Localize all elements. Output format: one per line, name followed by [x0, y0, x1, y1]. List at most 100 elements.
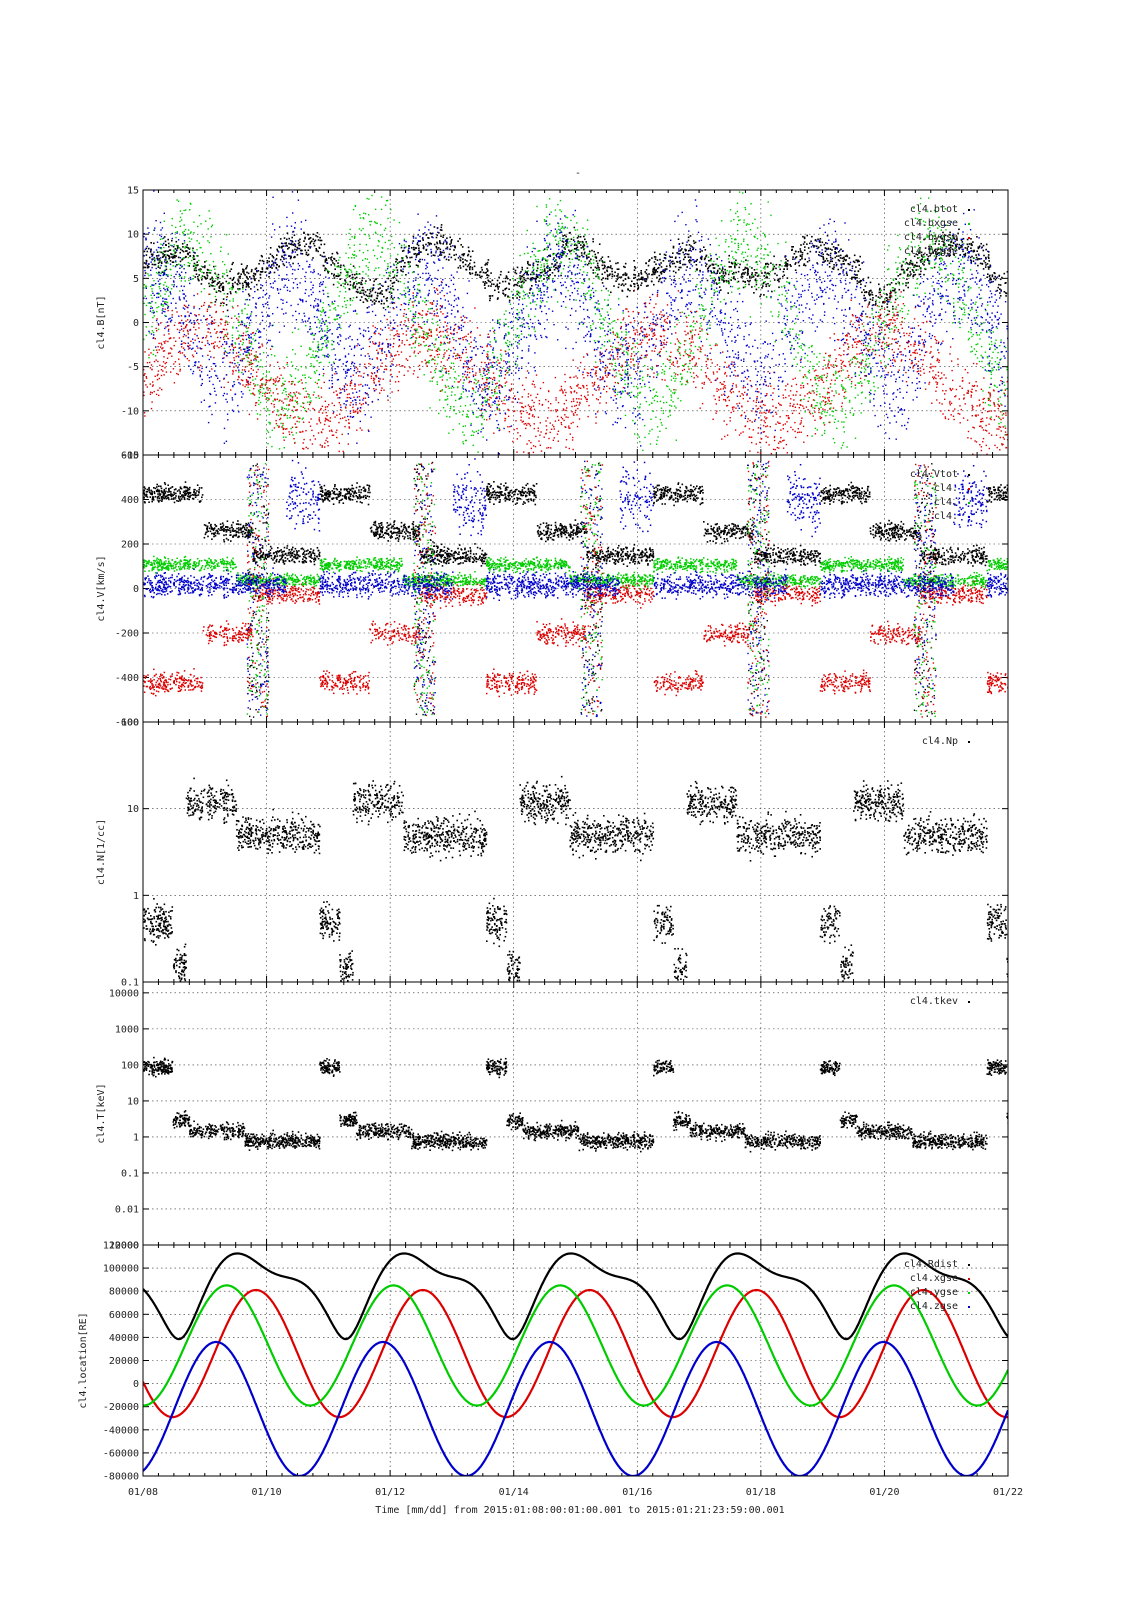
data-point	[250, 270, 253, 273]
data-point	[689, 362, 691, 365]
data-point	[976, 236, 978, 238]
data-point	[350, 269, 352, 271]
data-point	[524, 271, 527, 274]
data-point	[760, 293, 762, 296]
data-point	[786, 301, 788, 303]
data-point	[286, 245, 288, 247]
data-point	[719, 272, 721, 274]
data-point	[583, 294, 585, 297]
data-point	[685, 383, 687, 386]
data-point	[218, 286, 220, 288]
data-point	[496, 409, 499, 411]
data-point	[692, 240, 695, 242]
data-point	[835, 392, 837, 394]
data-point	[958, 298, 960, 300]
data-point	[453, 409, 455, 412]
data-point	[834, 252, 837, 255]
data-point	[616, 268, 619, 270]
data-point	[708, 265, 711, 268]
data-point	[155, 255, 158, 257]
data-point	[885, 325, 887, 327]
data-point	[292, 244, 295, 246]
data-point	[575, 247, 578, 250]
data-point	[643, 336, 646, 339]
data-point	[442, 367, 444, 369]
data-point	[604, 271, 606, 274]
data-point	[794, 263, 796, 265]
data-point	[842, 386, 844, 389]
data-point	[225, 269, 228, 271]
data-point	[378, 274, 381, 276]
data-point	[922, 262, 924, 265]
data-point	[800, 399, 802, 401]
data-point	[543, 219, 546, 221]
data-point	[465, 416, 468, 418]
data-point	[536, 270, 538, 272]
data-point	[897, 234, 899, 237]
data-point	[336, 251, 338, 254]
data-point	[963, 303, 965, 305]
panels-group: 151050-5-10-15cl4.B[nT]cl4.btotcl4.bxgse…	[78, 186, 1009, 1483]
data-point	[165, 256, 167, 258]
data-point	[309, 242, 311, 245]
data-point	[556, 230, 558, 232]
data-point	[192, 257, 194, 259]
data-point	[794, 322, 796, 325]
data-point	[746, 274, 749, 276]
data-point	[198, 242, 200, 244]
data-point	[526, 293, 528, 295]
data-point	[565, 243, 567, 245]
data-point	[630, 391, 633, 393]
series-cl4-bygse	[143, 281, 1008, 455]
data-point	[656, 271, 659, 273]
data-point	[242, 268, 244, 271]
data-point	[585, 241, 587, 243]
data-point	[164, 301, 166, 303]
data-point	[643, 356, 646, 359]
data-point	[275, 384, 277, 387]
data-point	[981, 356, 983, 358]
data-point	[863, 294, 865, 297]
data-point	[978, 287, 980, 289]
data-point	[214, 301, 217, 303]
data-point	[602, 327, 604, 329]
data-point	[144, 272, 147, 274]
data-point	[208, 241, 211, 244]
data-point	[326, 346, 328, 348]
data-point	[990, 371, 992, 373]
data-point	[692, 248, 694, 250]
data-point	[671, 262, 674, 265]
data-point	[864, 285, 867, 287]
data-point	[422, 239, 424, 241]
data-point	[374, 291, 377, 294]
data-point	[438, 412, 440, 415]
data-point	[490, 272, 492, 274]
data-point	[737, 246, 740, 248]
data-point	[580, 260, 582, 262]
data-point	[849, 269, 851, 271]
data-point	[282, 251, 285, 254]
data-point	[813, 399, 816, 402]
data-point	[418, 253, 420, 256]
data-point	[660, 271, 663, 273]
data-point	[688, 261, 691, 264]
data-point	[425, 334, 427, 336]
data-point	[403, 282, 405, 285]
data-point	[509, 341, 511, 343]
data-point	[979, 338, 981, 340]
data-point	[529, 287, 532, 290]
data-point	[518, 336, 520, 339]
data-point	[835, 372, 837, 375]
data-point	[739, 219, 741, 221]
data-point	[686, 266, 688, 268]
data-point	[369, 289, 371, 291]
data-point	[779, 277, 781, 280]
data-point	[638, 278, 640, 281]
data-point	[220, 284, 223, 286]
data-point	[619, 344, 621, 346]
data-point	[887, 249, 889, 251]
data-point	[446, 415, 448, 418]
data-point	[968, 243, 971, 245]
data-point	[579, 269, 581, 271]
data-point	[325, 286, 327, 288]
